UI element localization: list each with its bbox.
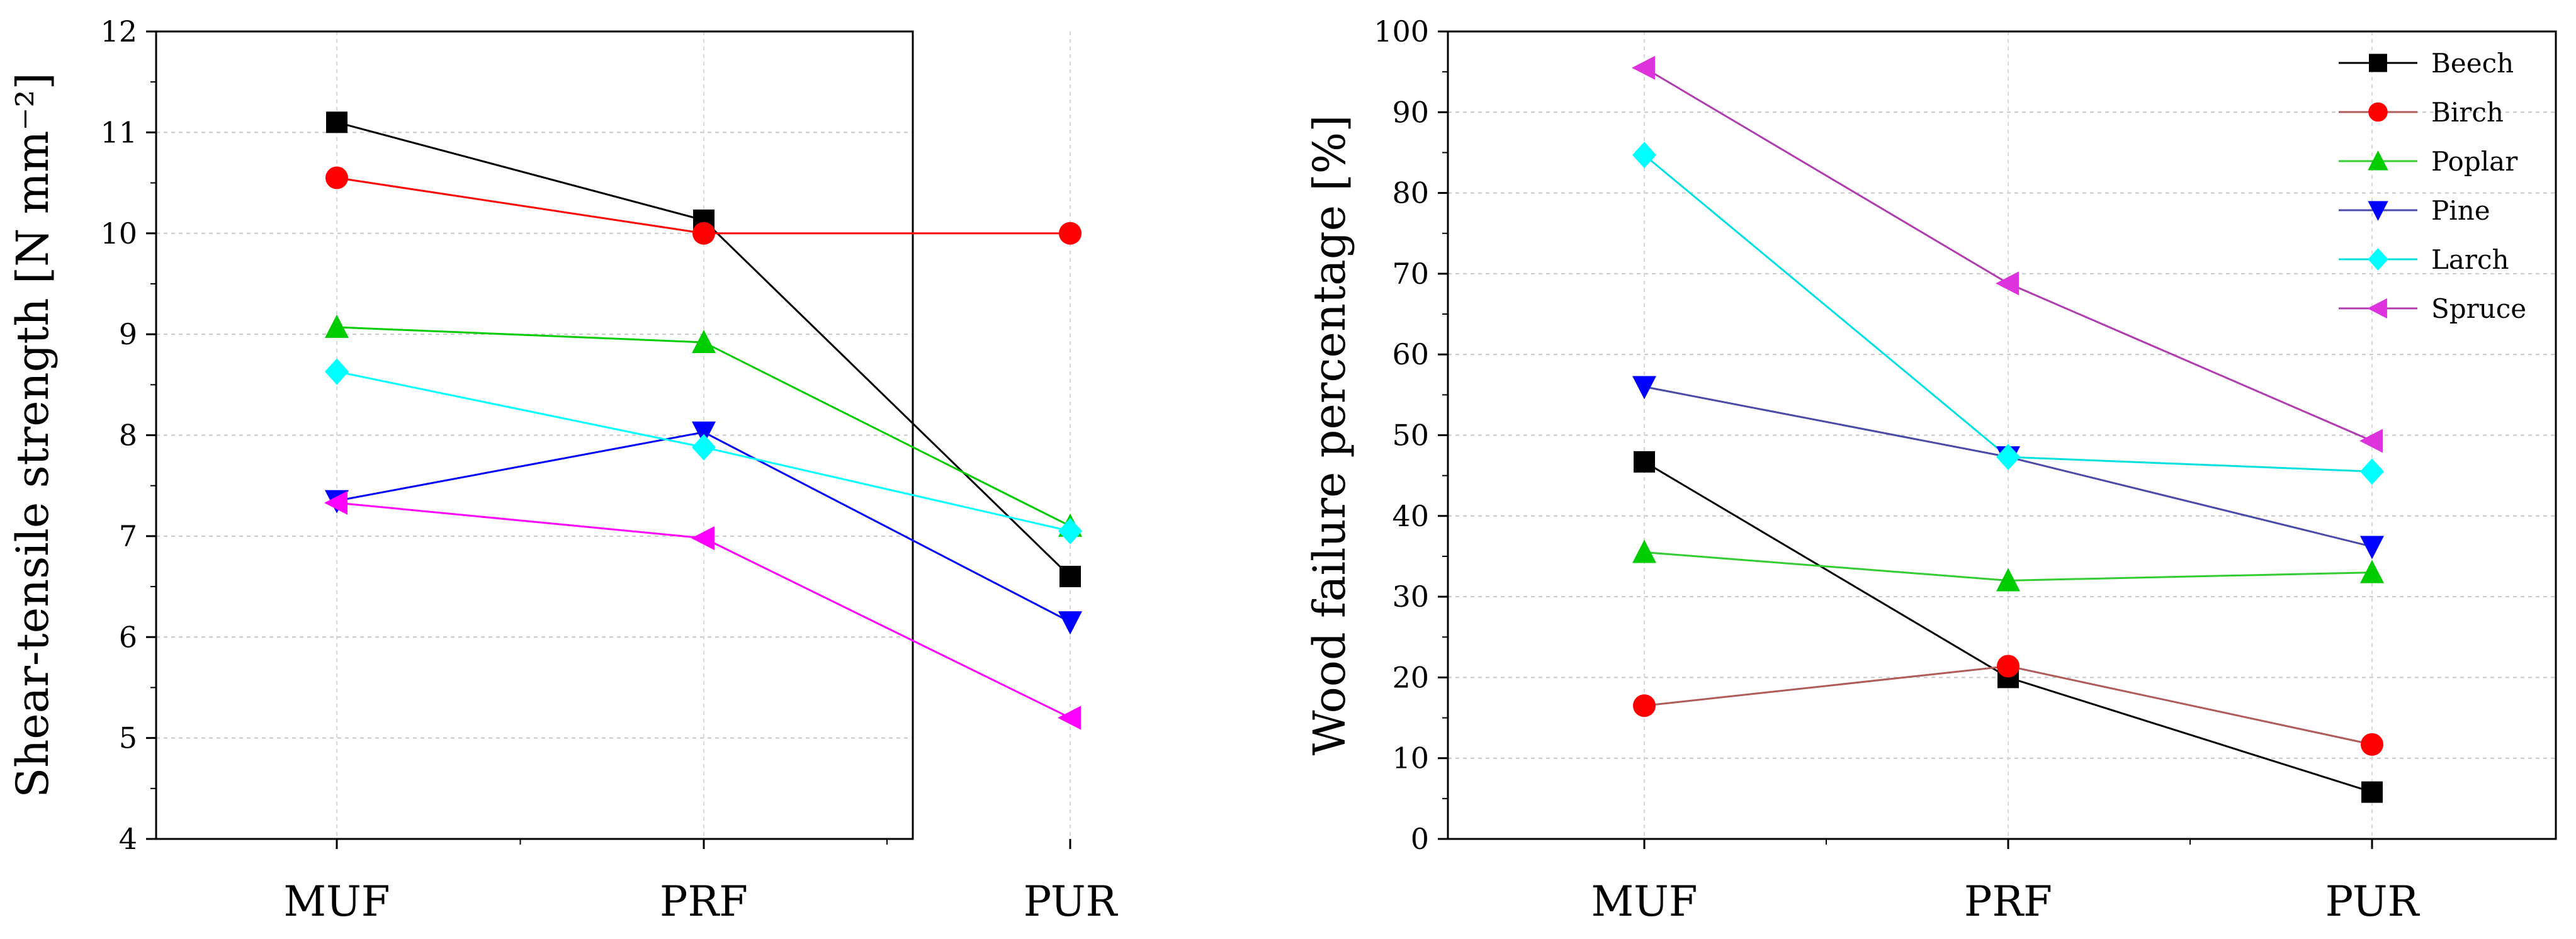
point-poplar bbox=[1632, 539, 1656, 563]
x-tick-label: MUF bbox=[284, 877, 390, 926]
legend-label-birch: Birch bbox=[2431, 97, 2504, 128]
point-larch bbox=[1632, 142, 1656, 169]
point-pine bbox=[692, 421, 716, 445]
y-tick-label: 60 bbox=[1392, 337, 1429, 371]
point-poplar bbox=[692, 329, 716, 353]
legend-label-poplar: Poplar bbox=[2431, 146, 2518, 177]
point-larch bbox=[325, 358, 349, 385]
y-tick-label: 50 bbox=[1392, 419, 1429, 453]
y-tick-label: 4 bbox=[119, 822, 137, 856]
point-birch bbox=[692, 222, 715, 245]
x-tick-label: PUR bbox=[1024, 877, 1119, 926]
y-axis-title: Wood failure percentage [%] bbox=[1304, 115, 1355, 755]
y-axis-title: Shear-tensile strength [N mm⁻²] bbox=[7, 72, 59, 798]
point-beech bbox=[1059, 566, 1081, 588]
legend-marker-spruce bbox=[2367, 298, 2387, 319]
point-spruce bbox=[1996, 271, 2019, 296]
point-beech bbox=[1634, 451, 1655, 473]
legend-label-pine: Pine bbox=[2431, 195, 2490, 226]
point-birch bbox=[1633, 694, 1656, 717]
point-poplar bbox=[325, 314, 349, 338]
y-tick-label: 30 bbox=[1392, 580, 1429, 614]
y-tick-label: 11 bbox=[100, 115, 137, 149]
y-tick-label: 5 bbox=[119, 721, 137, 755]
legend-marker-birch bbox=[2368, 102, 2388, 122]
point-larch bbox=[2360, 458, 2384, 485]
x-tick-label: PUR bbox=[2325, 877, 2421, 926]
point-birch bbox=[2361, 733, 2383, 756]
y-tick-label: 80 bbox=[1392, 176, 1429, 210]
shear-strength-chart: 4 5 6 7 8 9 10 11 12 MUF PRF PUR Shear-tensile stren… bbox=[7, 14, 1119, 926]
y-tick-label: 40 bbox=[1392, 499, 1429, 533]
legend-label-larch: Larch bbox=[2431, 244, 2509, 275]
point-birch bbox=[1059, 222, 1082, 245]
y-tick-label: 8 bbox=[119, 419, 137, 453]
point-beech bbox=[2361, 781, 2383, 803]
legend-marker-beech bbox=[2369, 53, 2387, 72]
gridlines bbox=[1448, 31, 2556, 839]
point-beech bbox=[326, 111, 347, 133]
y-tick-label: 100 bbox=[1374, 14, 1429, 48]
y-tick-label: 10 bbox=[100, 216, 137, 250]
point-birch bbox=[1997, 655, 2020, 678]
y-tick-label: 9 bbox=[119, 317, 137, 351]
point-poplar bbox=[1996, 568, 2020, 592]
legend-label-beech: Beech bbox=[2431, 48, 2514, 79]
point-pine bbox=[1632, 376, 1656, 400]
point-larch bbox=[1058, 517, 1082, 544]
y-tick-label: 90 bbox=[1392, 95, 1429, 129]
y-tick-label: 6 bbox=[119, 620, 137, 654]
y-tick-label: 70 bbox=[1392, 257, 1429, 291]
y-tick-label: 12 bbox=[100, 14, 137, 48]
point-spruce bbox=[324, 490, 347, 515]
legend: Beech Birch Poplar Pine Larch Spruce bbox=[2339, 48, 2526, 324]
point-spruce bbox=[2359, 429, 2383, 453]
point-larch bbox=[692, 434, 716, 461]
y-tick-label: 7 bbox=[119, 519, 137, 553]
y-tick-label: 0 bbox=[1411, 822, 1429, 856]
legend-marker-poplar bbox=[2368, 150, 2388, 171]
point-spruce bbox=[691, 526, 715, 551]
x-tick-label: PRF bbox=[1964, 877, 2052, 926]
point-pine bbox=[2360, 536, 2384, 559]
point-spruce bbox=[1632, 55, 1655, 80]
point-larch bbox=[1996, 444, 2020, 471]
point-spruce bbox=[1058, 706, 1081, 730]
x-tick-label: PRF bbox=[660, 877, 748, 926]
legend-label-spruce: Spruce bbox=[2431, 293, 2526, 324]
point-poplar bbox=[2360, 559, 2384, 583]
y-tick-label: 10 bbox=[1392, 741, 1429, 775]
point-birch bbox=[325, 166, 348, 189]
gridlines bbox=[156, 31, 1071, 839]
legend-marker-larch bbox=[2368, 248, 2388, 271]
y-tick-label: 20 bbox=[1392, 660, 1429, 694]
legend-marker-pine bbox=[2368, 201, 2388, 221]
point-pine bbox=[1058, 611, 1082, 635]
x-tick-label: MUF bbox=[1591, 877, 1698, 926]
wood-failure-chart: 0 10 20 30 40 50 60 70 80 90 100 MUF PRF PUR Wood fail… bbox=[1304, 14, 2557, 926]
